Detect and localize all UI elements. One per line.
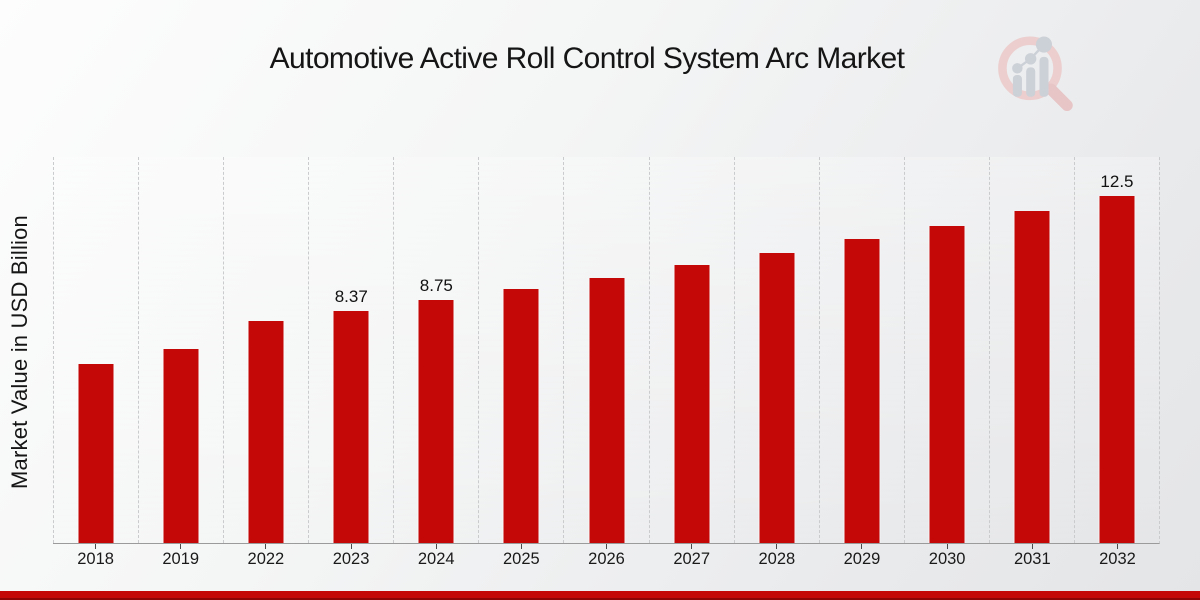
bar-2023 xyxy=(333,311,369,543)
x-axis-tick xyxy=(946,544,948,549)
x-axis-cell: 2027 xyxy=(649,544,734,569)
x-axis-tick xyxy=(435,544,437,549)
x-axis-cell: 2026 xyxy=(564,544,649,569)
x-tick-label-2030: 2030 xyxy=(928,550,966,568)
x-axis-tick xyxy=(691,544,693,549)
x-axis-cell: 2024 xyxy=(394,544,479,569)
x-tick-label-2032: 2032 xyxy=(1099,550,1136,568)
data-label-2024: 8.75 xyxy=(419,276,453,295)
x-axis: 2018 2019 2022 2023 2024 2025 2026 2027 2028 2029… xyxy=(53,544,1160,569)
chart-title: Automotive Active Roll Control System Ar… xyxy=(269,42,905,75)
bar-2026 xyxy=(589,278,624,543)
x-axis-tick xyxy=(180,544,182,549)
x-axis-cell: 2025 xyxy=(479,544,564,569)
x-axis-tick xyxy=(265,544,267,549)
x-axis-tick xyxy=(350,544,352,549)
x-tick-label-2018: 2018 xyxy=(77,550,114,568)
x-tick-label-2031: 2031 xyxy=(1013,550,1051,568)
category-column xyxy=(818,157,904,543)
x-axis-tick xyxy=(606,544,608,549)
bar-2024 xyxy=(418,300,454,543)
x-axis-tick xyxy=(861,544,863,549)
x-axis-cell: 2030 xyxy=(905,544,990,569)
x-tick-label-2023: 2023 xyxy=(332,550,370,568)
bar-2028 xyxy=(759,253,795,543)
x-axis-cell: 2029 xyxy=(819,544,904,569)
bar-2029 xyxy=(844,239,880,543)
x-axis-cell: 2022 xyxy=(223,544,308,569)
bar-2032 xyxy=(1099,196,1135,543)
x-tick-label-2024: 2024 xyxy=(417,550,455,568)
category-column xyxy=(563,157,649,543)
category-column xyxy=(648,157,734,543)
plot-area: 8.37 8.75 12.5 xyxy=(53,157,1160,544)
x-axis-tick xyxy=(1031,544,1033,549)
x-axis-cell: 2023 xyxy=(308,544,393,569)
x-tick-label-2027: 2027 xyxy=(673,550,711,568)
data-label-2032: 12.5 xyxy=(1100,172,1134,191)
x-tick-label-2022: 2022 xyxy=(247,550,285,568)
x-tick-label-2025: 2025 xyxy=(503,550,540,568)
magnifier-bar-chart-logo-icon xyxy=(992,30,1087,123)
bar-2027 xyxy=(674,265,710,543)
category-column xyxy=(53,157,139,543)
x-tick-label-2028: 2028 xyxy=(758,550,796,568)
category-column xyxy=(988,157,1074,543)
category-column: 12.5 xyxy=(1073,157,1160,543)
x-axis-tick xyxy=(776,544,778,549)
bar-2022 xyxy=(248,321,284,543)
x-axis-cell: 2018 xyxy=(53,544,138,569)
bar-2030 xyxy=(929,226,965,543)
category-column xyxy=(138,157,224,543)
x-axis-cell: 2031 xyxy=(990,544,1075,569)
bar-2025 xyxy=(503,289,539,543)
bar-2031 xyxy=(1014,211,1050,543)
category-column: 8.75 xyxy=(393,157,479,543)
category-column xyxy=(903,157,989,543)
x-axis-tick xyxy=(1116,544,1118,549)
x-axis-cell: 2028 xyxy=(734,544,819,569)
x-axis-cell: 2032 xyxy=(1075,544,1160,569)
category-column xyxy=(223,157,309,543)
category-column: 8.37 xyxy=(308,157,394,543)
bar-2018 xyxy=(78,364,114,543)
category-column xyxy=(478,157,564,543)
x-tick-label-2019: 2019 xyxy=(162,550,200,568)
x-tick-label-2026: 2026 xyxy=(588,550,625,568)
category-column xyxy=(733,157,819,543)
bottom-accent-band xyxy=(0,591,1200,600)
x-axis-cell: 2019 xyxy=(138,544,223,569)
bar-2019 xyxy=(163,349,199,543)
x-axis-tick xyxy=(95,544,97,549)
y-axis-title: Market Value in USD Billion xyxy=(7,215,32,489)
x-tick-label-2029: 2029 xyxy=(843,550,881,568)
x-axis-tick xyxy=(520,544,522,549)
data-label-2023: 8.37 xyxy=(334,287,368,306)
